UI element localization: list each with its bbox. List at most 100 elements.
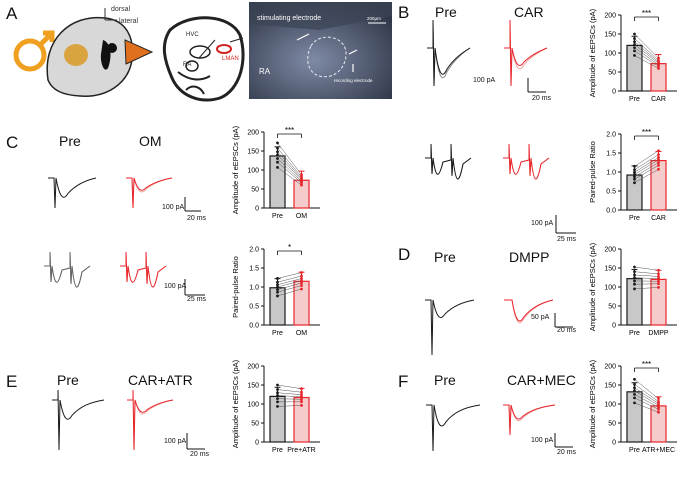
cell-point: [300, 403, 303, 407]
y-tick-label: 2.0: [249, 247, 259, 254]
y-tick-label: 0: [255, 206, 259, 213]
cell-point: [633, 177, 636, 181]
cell-point: [300, 281, 303, 285]
cell-point: [657, 167, 660, 171]
cond-b-pre: Pre: [435, 4, 457, 20]
cell-line: [634, 50, 659, 67]
cell-line: [634, 271, 659, 275]
cell-point: [633, 396, 636, 400]
y-tick-label: 100: [247, 168, 259, 175]
x-tick-label: ATR+MEC: [642, 447, 675, 454]
significance-marker: *: [288, 243, 291, 252]
scale-c1-amp: 100 pA: [162, 204, 185, 211]
y-tick-label: 150: [247, 383, 259, 390]
y-tick-label: 200: [247, 364, 259, 371]
cell-line: [277, 392, 302, 395]
cell-line: [634, 390, 659, 406]
y-tick-label: 0.5: [249, 304, 259, 311]
cell-line: [634, 397, 659, 410]
cell-point: [276, 283, 279, 287]
cell-point: [633, 164, 636, 168]
cell-point: [276, 394, 279, 397]
cell-point: [300, 277, 303, 280]
micrograph-stim-label: stimulating electrode: [257, 15, 321, 22]
cell-point: [657, 272, 660, 276]
label-ra: RA: [183, 62, 191, 68]
cell-line: [634, 154, 659, 171]
cell-point: [633, 392, 636, 396]
y-tick-label: 1.5: [249, 266, 259, 273]
cell-line: [277, 282, 302, 290]
label-hvc: HVC: [186, 32, 199, 38]
cell-line: [634, 169, 659, 183]
male-symbol-icon: [13, 38, 47, 72]
y-tick-label: 100: [604, 51, 616, 58]
y-tick-label: 100: [604, 402, 616, 409]
cell-point: [657, 56, 660, 60]
cell-point: [300, 279, 303, 283]
cell-point: [276, 388, 279, 391]
cell-point: [657, 275, 660, 278]
x-tick-label: Pre: [629, 215, 640, 222]
bar: [626, 391, 643, 443]
cond-d-drug: DMPP: [509, 249, 550, 265]
cell-point: [657, 410, 660, 414]
cell-point: [633, 175, 636, 179]
cell-line: [277, 288, 302, 297]
cell-point: [633, 168, 636, 172]
significance-marker: ***: [642, 360, 651, 369]
y-tick-label: 0: [255, 440, 259, 447]
cond-e-drug: CAR+ATR: [128, 372, 193, 388]
chart-f-amplitude: Amplitude of eEPSCs (pA) 0 50 100 150 200 Pre A…: [588, 359, 677, 454]
y-tick-label: 50: [251, 421, 259, 428]
scale-c2-time: 25 ms: [187, 296, 207, 303]
cell-point: [633, 279, 636, 283]
cell-point: [657, 286, 660, 289]
cell-line: [277, 275, 302, 283]
cell-point: [276, 391, 279, 395]
y-tick-label: 150: [247, 149, 259, 156]
y-tick-label: 0.5: [606, 189, 616, 196]
cell-line: [634, 159, 659, 175]
x-tick-label: Pre: [629, 330, 640, 337]
cell-point: [657, 407, 660, 411]
significance-marker: ***: [642, 128, 651, 137]
cell-line: [277, 147, 302, 178]
cell-point: [657, 163, 660, 167]
orientation-dorsal: dorsal: [111, 6, 131, 13]
chart-ylabel: Paired-pulse Ratio: [231, 256, 240, 318]
cell-point: [276, 160, 279, 164]
x-tick-label: Pre+ATR: [287, 447, 315, 454]
x-tick-label: CAR: [651, 96, 666, 103]
cond-c-pre: Pre: [59, 133, 81, 149]
cell-point: [276, 157, 279, 160]
significance-marker: ***: [285, 126, 294, 135]
cell-line: [277, 161, 302, 184]
y-tick-label: 0.0: [606, 208, 616, 215]
x-tick-label: Pre: [629, 96, 640, 103]
scale-c1-time: 20 ms: [187, 215, 207, 222]
cell-point: [657, 161, 660, 164]
cell-point: [633, 170, 636, 174]
cell-point: [276, 294, 279, 298]
chart-e-amplitude: Amplitude of eEPSCs (pA) 0 50 100 150 200 Pre P…: [231, 359, 320, 454]
cell-line: [277, 154, 302, 180]
cell-line: [277, 384, 302, 389]
cell-line: [634, 165, 659, 180]
cell-point: [300, 390, 303, 394]
cell-point: [300, 271, 303, 274]
cell-point: [633, 287, 636, 291]
micrograph-rec-label: recording electrode: [334, 78, 373, 83]
y-tick-label: 100: [247, 402, 259, 409]
cell-line: [634, 266, 659, 271]
cell-line: [634, 162, 659, 178]
x-tick-label: Pre: [272, 447, 283, 454]
cell-point: [276, 280, 279, 284]
cell-point: [657, 279, 660, 283]
x-tick-label: Pre: [272, 213, 283, 220]
cell-line: [277, 280, 302, 288]
cell-line: [634, 33, 659, 59]
y-tick-label: 100: [604, 285, 616, 292]
cell-line: [634, 157, 659, 173]
x-tick-label: CAR: [651, 215, 666, 222]
